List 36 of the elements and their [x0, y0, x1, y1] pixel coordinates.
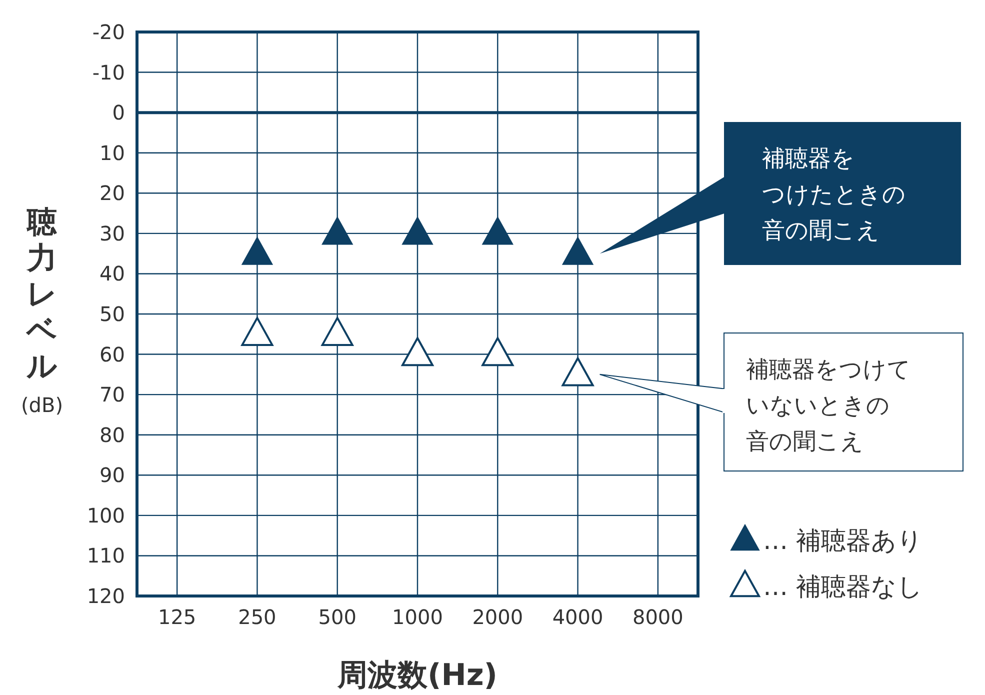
y-tick-label: -20 [92, 20, 125, 44]
point [562, 357, 594, 386]
y-tick-label: 20 [100, 181, 125, 206]
x-axis-title: 周波数(Hz) [336, 658, 498, 693]
x-tick-label: 500 [318, 605, 356, 629]
x-tick-label: 1000 [392, 605, 443, 629]
x-tick-label: 4000 [552, 605, 604, 629]
y-tick-label: 40 [100, 262, 125, 286]
legend-label: … 補聴器なし [763, 572, 923, 601]
y-tick-label: 60 [100, 342, 125, 366]
y-tick-label: 110 [86, 544, 125, 568]
x-tick-label: 2000 [472, 605, 524, 629]
y-tick-label: -10 [92, 60, 125, 84]
y-tick-label: 50 [100, 302, 125, 326]
point [322, 216, 353, 245]
point [562, 236, 594, 265]
point [321, 316, 354, 346]
point [242, 236, 273, 265]
x-tick-label: 250 [238, 605, 276, 629]
legend-label: … 補聴器あり [763, 526, 923, 555]
y-tick-label: 0 [112, 100, 125, 125]
point [241, 316, 274, 346]
y-tick-label: 30 [100, 221, 125, 246]
point [402, 337, 434, 366]
y-axis-title: 聴力レベル (dB) [20, 205, 64, 417]
y-tick-label: 70 [100, 382, 125, 407]
y-tick-label: 80 [100, 422, 125, 447]
y-tick-label: 100 [86, 503, 125, 528]
point [482, 216, 514, 245]
x-tick-label: 8000 [632, 605, 684, 629]
y-tick-label: 120 [86, 584, 125, 608]
x-tick-label: 125 [158, 605, 196, 629]
y-tick-label: 10 [100, 140, 125, 165]
point [402, 216, 433, 245]
y-tick-label: 90 [100, 463, 125, 488]
point [482, 337, 514, 366]
